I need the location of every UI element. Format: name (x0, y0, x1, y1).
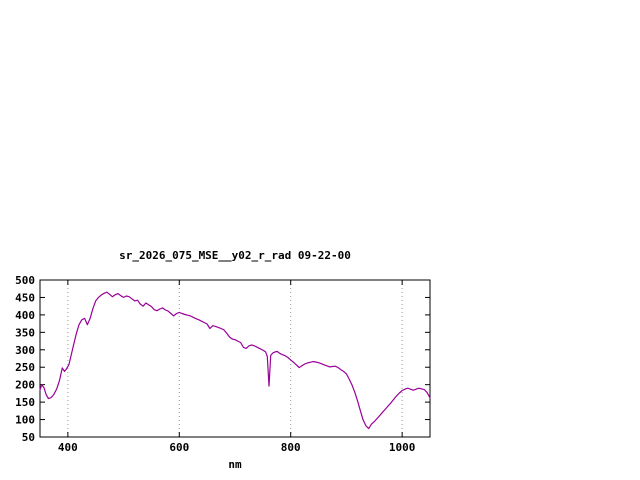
plot-border (39, 279, 431, 438)
x-tick-label: 1000 (389, 441, 416, 454)
x-tick-label: 800 (281, 441, 301, 454)
y-tick-label: 500 (15, 274, 35, 287)
y-tick-label: 350 (15, 326, 35, 339)
radiance-line (39, 291, 431, 430)
y-tick-label: 200 (15, 379, 35, 392)
y-tick-label: 100 (15, 414, 35, 427)
x-tick-label: 600 (169, 441, 189, 454)
y-tick-label: 300 (15, 344, 35, 357)
x-tick-label: 400 (58, 441, 78, 454)
y-tick-label: 400 (15, 309, 35, 322)
y-tick-label: 150 (15, 396, 35, 409)
y-tick-label: 50 (22, 431, 35, 444)
chart-title: sr_2026_075_MSE__y02_r_rad 09-22-00 (119, 249, 351, 262)
x-axis-label: nm (228, 458, 242, 471)
y-tick-label: 450 (15, 291, 35, 304)
y-tick-label: 250 (15, 361, 35, 374)
